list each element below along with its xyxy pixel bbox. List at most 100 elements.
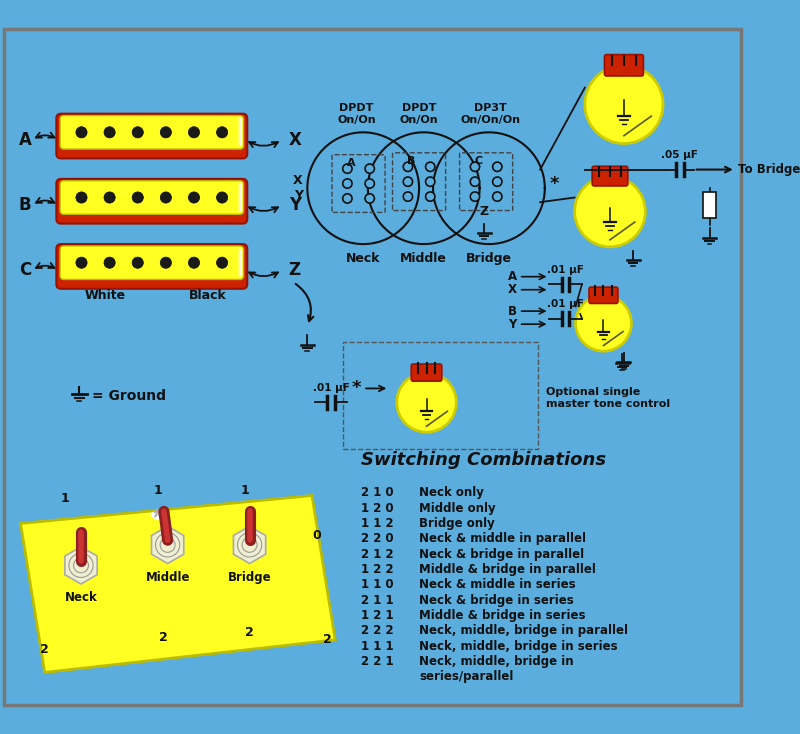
- Text: = Ground: = Ground: [92, 389, 166, 403]
- Bar: [703, 192, 716, 218]
- Text: Z: Z: [289, 261, 301, 279]
- Circle shape: [132, 257, 143, 269]
- Text: C: C: [474, 156, 482, 166]
- Text: *: *: [550, 175, 559, 192]
- Circle shape: [160, 257, 171, 269]
- Circle shape: [470, 162, 480, 172]
- Text: Y: Y: [509, 318, 517, 330]
- Text: Middle only: Middle only: [419, 501, 496, 515]
- Text: .05 μF: .05 μF: [662, 150, 698, 160]
- Text: Neck, middle, bridge in parallel: Neck, middle, bridge in parallel: [419, 625, 628, 638]
- Polygon shape: [21, 495, 335, 672]
- Circle shape: [470, 192, 480, 201]
- FancyBboxPatch shape: [589, 287, 618, 303]
- Text: Middle & bridge in series: Middle & bridge in series: [419, 609, 586, 622]
- Text: DPDT
On/On: DPDT On/On: [400, 103, 438, 125]
- Circle shape: [426, 162, 435, 172]
- Text: X: X: [293, 174, 302, 187]
- Text: Neck only: Neck only: [419, 486, 484, 499]
- FancyBboxPatch shape: [60, 246, 243, 280]
- Circle shape: [493, 192, 502, 201]
- Text: Middle & bridge in parallel: Middle & bridge in parallel: [419, 563, 596, 576]
- Circle shape: [76, 192, 87, 203]
- Circle shape: [188, 192, 199, 203]
- Text: Neck, middle, bridge in
series/parallel: Neck, middle, bridge in series/parallel: [419, 655, 574, 683]
- Text: 0: 0: [312, 529, 321, 542]
- Text: Y: Y: [294, 189, 302, 202]
- Text: DPDT
On/On: DPDT On/On: [338, 103, 376, 125]
- Text: 1: 1: [61, 492, 70, 505]
- Text: Neck & middle in parallel: Neck & middle in parallel: [419, 532, 586, 545]
- FancyBboxPatch shape: [60, 181, 243, 214]
- Text: Neck: Neck: [65, 592, 98, 604]
- Circle shape: [585, 65, 663, 143]
- Text: X: X: [289, 131, 302, 149]
- Circle shape: [403, 162, 413, 172]
- Text: .01 μF: .01 μF: [313, 383, 350, 393]
- Text: Neck & middle in series: Neck & middle in series: [419, 578, 576, 592]
- Text: 2: 2: [40, 643, 49, 655]
- Text: Bridge only: Bridge only: [419, 517, 495, 530]
- Circle shape: [403, 192, 413, 201]
- Text: Neck & bridge in series: Neck & bridge in series: [419, 594, 574, 607]
- Text: 1 2 2: 1 2 2: [362, 563, 394, 576]
- Text: C: C: [18, 261, 31, 279]
- Text: 2: 2: [158, 631, 167, 644]
- Text: 2 2 1: 2 2 1: [362, 655, 394, 668]
- Circle shape: [132, 192, 143, 203]
- Text: 1 2 0: 1 2 0: [362, 501, 394, 515]
- Circle shape: [217, 192, 228, 203]
- Text: 2 2 2: 2 2 2: [362, 625, 394, 638]
- Circle shape: [132, 127, 143, 138]
- Text: 2 1 1: 2 1 1: [362, 594, 394, 607]
- Text: *: *: [352, 379, 362, 397]
- Text: 1 1 0: 1 1 0: [362, 578, 394, 592]
- Text: Z: Z: [480, 205, 489, 218]
- Circle shape: [76, 257, 87, 269]
- Circle shape: [104, 192, 115, 203]
- Circle shape: [342, 194, 352, 203]
- Text: 1 1 2: 1 1 2: [362, 517, 394, 530]
- Text: Middle: Middle: [146, 571, 190, 584]
- Text: 2 1 0: 2 1 0: [362, 486, 394, 499]
- Text: Black: Black: [189, 288, 226, 302]
- FancyBboxPatch shape: [592, 167, 628, 186]
- Circle shape: [397, 373, 456, 432]
- Circle shape: [574, 176, 646, 247]
- Text: .01 μF: .01 μF: [547, 265, 584, 275]
- Circle shape: [217, 127, 228, 138]
- Circle shape: [493, 177, 502, 186]
- Text: To Bridge: To Bridge: [738, 163, 800, 176]
- Text: 2 1 2: 2 1 2: [362, 548, 394, 561]
- Polygon shape: [65, 547, 97, 584]
- Text: 2: 2: [246, 626, 254, 639]
- Circle shape: [104, 257, 115, 269]
- Circle shape: [160, 127, 171, 138]
- Circle shape: [365, 179, 374, 188]
- Text: B: B: [508, 305, 517, 318]
- Text: B: B: [18, 196, 31, 214]
- Text: 1 2 1: 1 2 1: [362, 609, 394, 622]
- Bar: [342, 342, 538, 449]
- Text: 2: 2: [323, 633, 332, 647]
- Circle shape: [76, 127, 87, 138]
- Text: 1 1 1: 1 1 1: [362, 640, 394, 653]
- Text: Neck & bridge in parallel: Neck & bridge in parallel: [419, 548, 584, 561]
- Text: DP3T
On/On/On: DP3T On/On/On: [461, 103, 521, 125]
- Circle shape: [365, 194, 374, 203]
- Text: Bridge: Bridge: [228, 571, 271, 584]
- Circle shape: [342, 179, 352, 188]
- Circle shape: [104, 127, 115, 138]
- Text: X: X: [508, 283, 517, 297]
- FancyBboxPatch shape: [411, 364, 442, 381]
- Text: 1: 1: [154, 484, 162, 498]
- Text: Optional single
master tone control: Optional single master tone control: [546, 387, 670, 409]
- Circle shape: [403, 177, 413, 186]
- Text: Y: Y: [289, 196, 301, 214]
- FancyBboxPatch shape: [56, 179, 247, 224]
- FancyBboxPatch shape: [56, 114, 247, 159]
- Circle shape: [493, 162, 502, 172]
- Text: A: A: [508, 270, 517, 283]
- Polygon shape: [151, 526, 184, 564]
- Circle shape: [217, 257, 228, 269]
